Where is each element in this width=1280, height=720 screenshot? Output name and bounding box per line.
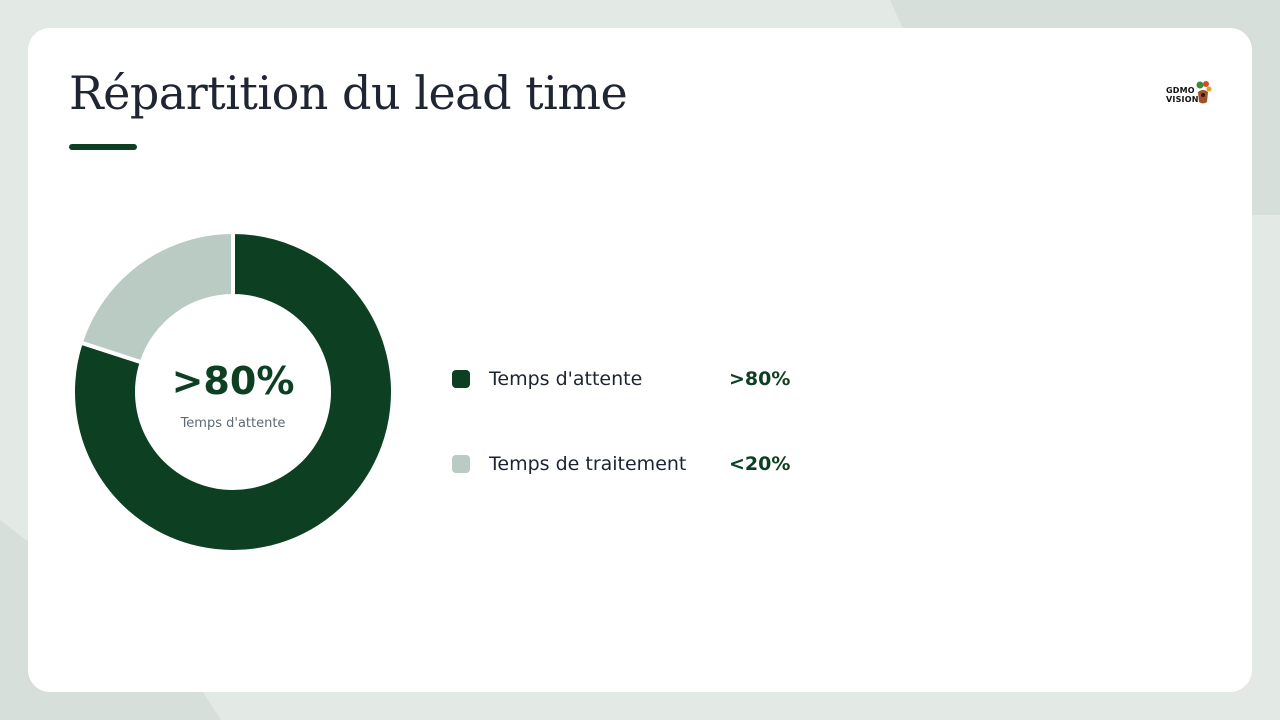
gdmo-vision-logo: GDMO VISION <box>1166 80 1214 110</box>
slide-title: Répartition du lead time <box>69 66 628 120</box>
legend-value-temps-traitement: <20% <box>729 453 791 475</box>
slide-card: Répartition du lead time GDMO VISION <box>28 28 1252 692</box>
donut-chart <box>72 231 394 553</box>
title-underline <box>69 144 137 150</box>
legend-label-temps-traitement: Temps de traitement <box>489 453 687 475</box>
donut-center-value: >80% <box>171 359 295 403</box>
donut-slice-temps-de-traitement <box>78 231 235 365</box>
logo-mascot-icon <box>1196 81 1212 104</box>
donut-center-label: Temps d'attente <box>180 416 286 431</box>
legend-label-temps-attente: Temps d'attente <box>489 368 643 390</box>
legend-swatch-temps-attente <box>452 370 470 388</box>
logo-text-line-2: VISION <box>1166 95 1199 104</box>
logo-text-line-1: GDMO <box>1166 86 1195 95</box>
legend-swatch-temps-traitement <box>452 455 470 473</box>
legend-value-temps-attente: >80% <box>729 368 791 390</box>
donut-slice-temps-d-attente <box>72 231 394 553</box>
